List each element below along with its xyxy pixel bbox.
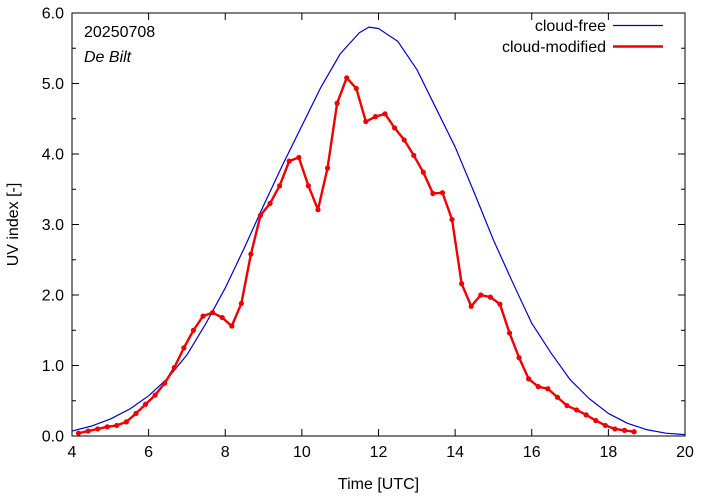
series-line-cloud-free bbox=[71, 26, 686, 436]
data-point-cloud-modified bbox=[612, 426, 618, 432]
data-point-cloud-modified bbox=[564, 403, 570, 409]
x-axis-label: Time [UTC] bbox=[338, 476, 419, 493]
data-point-cloud-modified bbox=[497, 301, 503, 307]
data-point-cloud-modified bbox=[344, 75, 350, 81]
x-tick-label: 16 bbox=[523, 444, 541, 461]
data-point-cloud-modified bbox=[200, 313, 206, 319]
legend: cloud-free cloud-modified bbox=[502, 18, 663, 56]
data-point-cloud-modified bbox=[573, 407, 580, 413]
legend-label-cloud-modified: cloud-modified bbox=[502, 39, 606, 56]
data-point-cloud-modified bbox=[401, 137, 407, 143]
data-point-cloud-modified bbox=[391, 125, 398, 131]
data-point-cloud-modified bbox=[162, 380, 168, 386]
y-tick-label: 1.0 bbox=[42, 358, 64, 375]
location-annotation: De Bilt bbox=[84, 49, 132, 66]
data-point-cloud-modified bbox=[104, 424, 110, 430]
data-point-cloud-modified bbox=[181, 345, 187, 351]
data-point-cloud-modified bbox=[583, 412, 589, 418]
y-tick-label: 2.0 bbox=[42, 288, 64, 305]
data-point-cloud-modified bbox=[430, 190, 436, 197]
data-point-cloud-modified bbox=[420, 169, 426, 175]
data-point-cloud-modified bbox=[516, 355, 522, 361]
data-point-cloud-modified bbox=[219, 314, 225, 321]
data-point-cloud-modified bbox=[133, 410, 139, 417]
data-point-cloud-modified bbox=[190, 327, 197, 333]
axis-ticks bbox=[71, 12, 686, 437]
data-point-cloud-modified bbox=[526, 376, 532, 382]
data-point-cloud-modified bbox=[545, 386, 551, 392]
data-point-cloud-modified bbox=[248, 251, 254, 257]
data-point-cloud-modified bbox=[554, 394, 561, 400]
data-point-cloud-modified bbox=[487, 294, 493, 300]
data-point-cloud-modified bbox=[353, 85, 359, 92]
data-point-cloud-modified bbox=[334, 100, 340, 106]
x-tick-label: 14 bbox=[446, 444, 464, 461]
data-point-cloud-modified bbox=[459, 281, 465, 287]
data-point-cloud-modified bbox=[238, 300, 244, 307]
x-tick-label: 18 bbox=[599, 444, 617, 461]
data-point-cloud-modified bbox=[439, 190, 446, 196]
data-point-cloud-modified bbox=[468, 303, 474, 309]
legend-label-cloud-free: cloud-free bbox=[535, 18, 606, 35]
data-point-cloud-modified bbox=[75, 430, 82, 436]
x-tick-labels: 4 6 8 10 12 14 16 18 20 bbox=[68, 444, 694, 461]
y-tick-label: 0.0 bbox=[42, 429, 64, 446]
data-point-cloud-modified bbox=[602, 422, 608, 429]
data-point-cloud-modified bbox=[411, 152, 417, 159]
y-tick-label: 6.0 bbox=[42, 6, 64, 23]
data-point-cloud-modified bbox=[305, 183, 311, 189]
data-point-cloud-modified bbox=[229, 323, 235, 329]
data-point-cloud-modified bbox=[267, 200, 273, 206]
data-point-cloud-modified bbox=[171, 365, 177, 371]
data-point-cloud-modified bbox=[478, 292, 484, 298]
data-point-cloud-modified bbox=[631, 429, 637, 435]
y-tick-label: 4.0 bbox=[42, 147, 64, 164]
data-point-cloud-modified bbox=[449, 216, 455, 223]
data-point-cloud-modified bbox=[85, 428, 91, 434]
date-annotation: 20250708 bbox=[84, 24, 155, 41]
data-point-cloud-modified bbox=[315, 207, 321, 213]
data-point-cloud-modified bbox=[363, 118, 369, 125]
y-axis-label: UV index [-] bbox=[5, 183, 22, 267]
data-point-cloud-modified bbox=[296, 154, 302, 161]
x-tick-label: 10 bbox=[293, 444, 311, 461]
data-point-cloud-modified bbox=[210, 310, 216, 316]
data-point-cloud-modified bbox=[277, 183, 283, 189]
data-point-cloud-modified bbox=[593, 417, 599, 424]
y-tick-label: 3.0 bbox=[42, 217, 64, 234]
y-tick-label: 5.0 bbox=[42, 76, 64, 93]
data-point-cloud-modified bbox=[372, 114, 379, 120]
data-point-cloud-modified bbox=[382, 111, 388, 117]
x-tick-label: 20 bbox=[676, 444, 694, 461]
data-point-cloud-modified bbox=[123, 419, 130, 425]
data-point-cloud-modified bbox=[257, 212, 264, 218]
x-tick-label: 6 bbox=[144, 444, 153, 461]
data-point-cloud-modified bbox=[95, 426, 101, 432]
data-point-cloud-modified bbox=[114, 422, 120, 429]
data-point-cloud-modified bbox=[621, 427, 628, 433]
series-line-cloud-modified bbox=[78, 76, 635, 435]
data-point-cloud-modified bbox=[286, 158, 292, 164]
x-tick-label: 12 bbox=[370, 444, 388, 461]
data-point-cloud-modified bbox=[535, 384, 541, 390]
plot-frame bbox=[71, 12, 686, 437]
data-point-cloud-modified bbox=[142, 401, 149, 407]
data-point-cloud-modified bbox=[152, 392, 158, 398]
data-point-cloud-modified bbox=[324, 165, 331, 171]
x-tick-label: 4 bbox=[68, 444, 77, 461]
x-tick-label: 8 bbox=[221, 444, 230, 461]
data-point-cloud-modified bbox=[506, 330, 513, 336]
y-tick-labels: 0.0 1.0 2.0 3.0 4.0 5.0 6.0 bbox=[42, 6, 64, 446]
series-layer bbox=[71, 26, 686, 436]
